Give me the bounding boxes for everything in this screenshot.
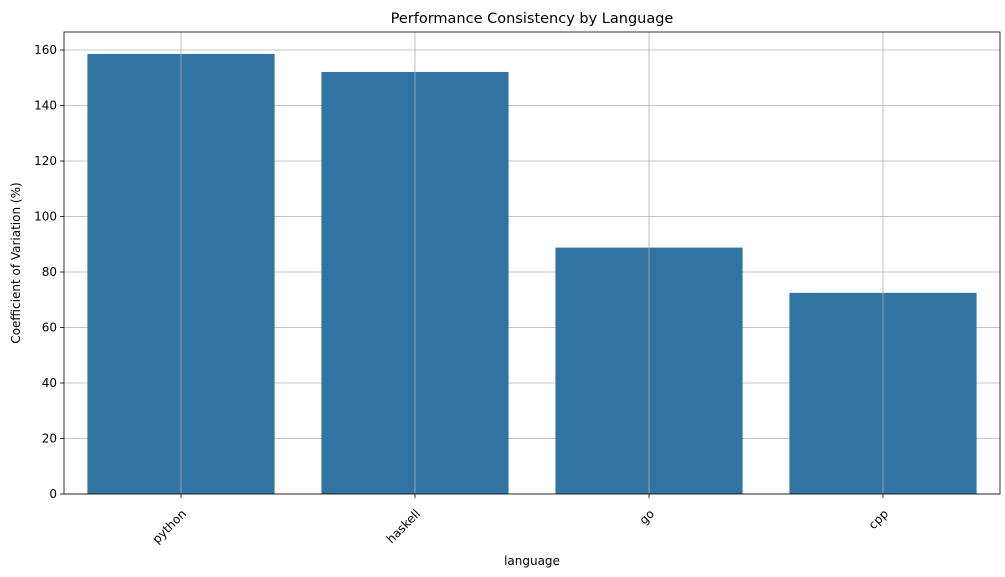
x-tick-label: cpp [866,507,891,532]
y-axis-title: Coefficient of Variation (%) [9,182,23,343]
y-tick-label: 140 [34,99,57,113]
y-tick-label: 80 [42,265,57,279]
chart-title: Performance Consistency by Language [391,11,674,27]
x-tick-label: haskell [384,507,423,546]
y-tick-label: 60 [42,321,57,335]
x-tick-label: python [150,507,190,547]
y-tick-label: 160 [34,43,57,57]
y-tick-label: 40 [42,376,57,390]
y-tick-label: 100 [34,210,57,224]
y-tick-label: 120 [34,154,57,168]
vertical-grid-layer [180,32,884,494]
bar-layer [87,53,977,495]
plot-frame [63,31,1001,495]
y-tick-label: 20 [42,432,57,446]
x-axis-title: language [504,554,560,568]
y-tick-label: 0 [49,487,57,501]
axis-layer [63,31,1001,495]
x-tick-label: go [637,507,657,527]
